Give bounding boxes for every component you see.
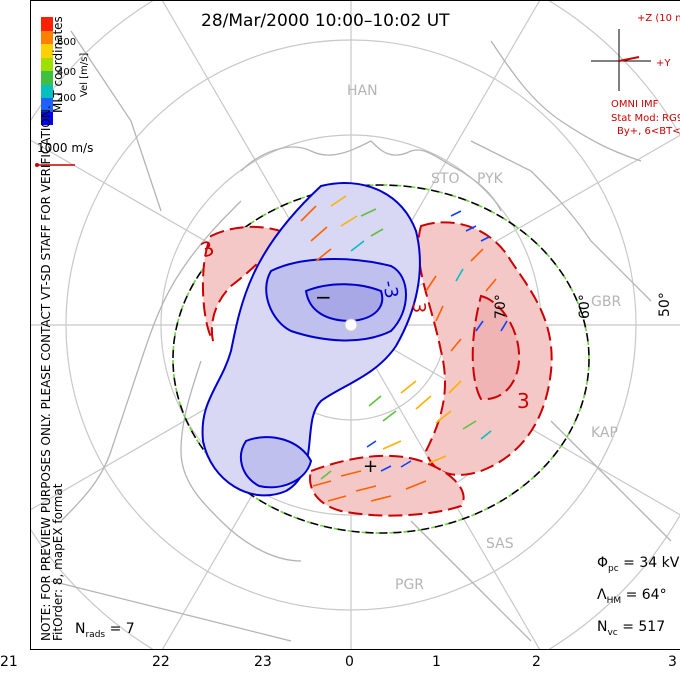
contour-label: 3	[517, 389, 530, 413]
site-han: HAN	[347, 83, 378, 99]
convection-map	[31, 1, 680, 649]
heppner-maynard-boundary: ΛHM = 64°	[597, 587, 667, 606]
mlt-tick-1: 1	[432, 654, 441, 670]
imf-z-label: +Z (10 nT)	[637, 13, 680, 24]
max-marker: +	[363, 456, 379, 477]
map-title: 28/Mar/2000 10:00–10:02 UT	[201, 11, 450, 31]
min-marker: −	[315, 285, 332, 309]
lat-label-50: 50°	[657, 292, 673, 317]
site-sto: STO	[431, 171, 460, 187]
mlt-tick-0: 0	[345, 654, 354, 670]
site-kap: KAP	[591, 425, 618, 441]
velocity-scale-label: 1000 m/s	[37, 141, 94, 155]
colorbar-step	[41, 71, 53, 85]
colorbar-tick-400: 400	[57, 67, 77, 78]
colorbar-step	[41, 111, 53, 125]
site-pyk: PYK	[477, 171, 503, 187]
colorbar-step	[41, 44, 53, 58]
color-scale-bar	[41, 17, 53, 125]
mlt-tick-21: 21	[0, 654, 18, 670]
site-gbr: GBR	[591, 294, 622, 310]
lat-label-70: 70°	[493, 294, 509, 319]
colorbar-label: Vel [m/s]	[79, 52, 90, 97]
coordinate-label: MLT coordinates	[51, 16, 65, 113]
imf-y-label: +Y	[656, 58, 671, 69]
contour-label: 3	[408, 301, 430, 314]
colorbar-step	[41, 57, 53, 71]
mlt-tick-23: 23	[254, 654, 272, 670]
mlt-tick-2: 2	[532, 654, 541, 670]
colorbar-step	[41, 30, 53, 44]
site-pgr: PGR	[395, 577, 425, 593]
radar-count: Nrads = 7	[75, 621, 135, 640]
contour-label: -3	[378, 278, 402, 301]
colorbar-tick-200: 200	[57, 93, 77, 104]
lat-label-60: 60°	[577, 294, 593, 319]
coastlines	[50, 30, 672, 642]
colorbar-tick-600: 600	[57, 37, 77, 48]
mlt-tick-3: 3	[668, 654, 677, 670]
velocity-vectors	[300, 195, 508, 502]
imf-source: OMNI IMF	[611, 99, 659, 110]
site-sas: SAS	[486, 536, 514, 552]
imf-model-line2: By+, 6<BT<12	[617, 126, 680, 137]
colorbar-step	[41, 84, 53, 98]
colorbar-step	[41, 17, 53, 31]
imf-model-line1: Stat Mod: RG96	[611, 113, 680, 124]
map-frame: 600 400 200 Vel [m/s] 28/Mar/2000 10:00–…	[30, 0, 680, 650]
fit-order-note: FitOrder: 8, mapEX format	[51, 483, 65, 641]
vector-count: Nvc = 517	[597, 619, 666, 638]
mlt-tick-22: 22	[152, 654, 170, 670]
cross-polar-potential: Φpc = 34 kV	[597, 555, 680, 574]
colorbar-step	[41, 98, 53, 112]
